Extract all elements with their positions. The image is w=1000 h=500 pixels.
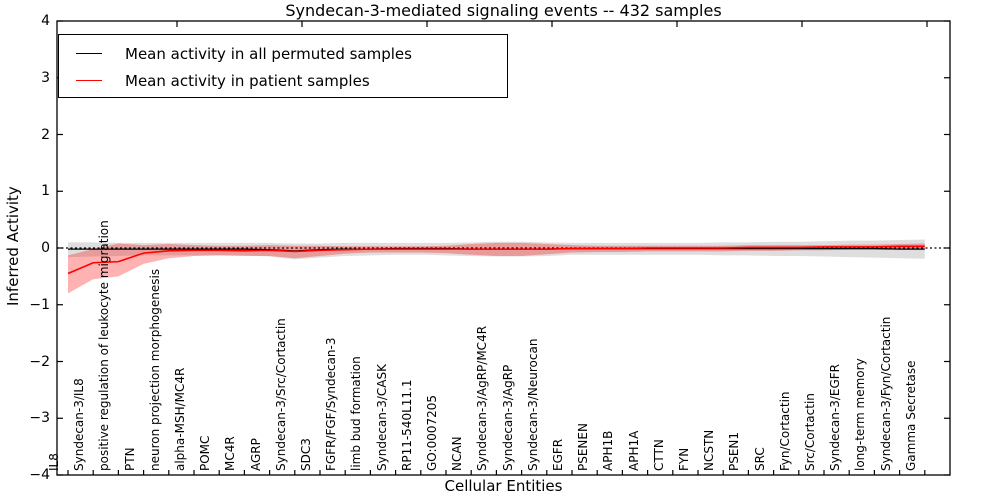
legend-line-patient: [76, 80, 102, 81]
y-tick-label: −2: [29, 353, 50, 370]
x-tick-label: NCAN: [450, 436, 465, 471]
x-tick-label: neuron projection morphogenesis: [147, 268, 162, 471]
x-tick-label: alpha-MSH/MC4R: [173, 367, 187, 471]
x-tick-label: Fyn/Cortactin: [777, 391, 792, 471]
y-tick-label: −4: [29, 467, 50, 483]
legend-entry-patient: Mean activity in patient samples: [59, 67, 507, 94]
legend-label-permuted: Mean activity in all permuted samples: [125, 44, 412, 63]
x-tick-label: long-term memory: [853, 358, 868, 471]
x-tick-label: Syndecan-3/AgRP/MC4R: [475, 325, 490, 471]
x-tick-label: Syndecan-3/CASK: [374, 364, 389, 471]
legend: Mean activity in all permuted samples Me…: [58, 34, 508, 98]
y-tick-label: −1: [29, 296, 50, 313]
x-tick-label: EGFR: [551, 438, 565, 471]
legend-line-permuted: [76, 53, 102, 54]
x-tick-label: PSENEN: [576, 423, 591, 471]
x-tick-label: Syndecan-3/Fyn/Cortactin: [878, 316, 893, 471]
x-tick-label: APH1B: [601, 430, 616, 471]
y-tick-label: 2: [41, 126, 50, 143]
x-tick-label: limb bud formation: [349, 356, 364, 471]
x-tick-label: MC4R: [223, 436, 238, 471]
x-tick-label: Syndecan-3/Src/Cortactin: [273, 318, 288, 471]
patient-mean-line: [67, 245, 925, 275]
x-tick-label: Syndecan-3/AgRP: [500, 364, 515, 471]
x-tick-label: POMC: [198, 435, 213, 471]
x-tick-label: Src/Cortactin: [803, 393, 817, 471]
x-tick-label: Syndecan-3/EGFR: [828, 363, 843, 471]
x-tick-label: Syndecan-3/Neurocan: [525, 338, 540, 471]
x-tick-label: NCSTN: [702, 429, 717, 471]
x-tick-label: PTN: [122, 447, 137, 471]
legend-entry-permuted: Mean activity in all permuted samples: [59, 40, 507, 67]
x-tick-label: RP11-540L11.1: [399, 379, 414, 471]
x-tick-label: positive regulation of leukocyte migrati…: [97, 220, 112, 471]
x-tick-label: SDC3: [299, 438, 313, 471]
y-tick-label: −3: [29, 410, 50, 427]
x-axis-label: Cellular Entities: [444, 477, 563, 495]
x-tick-label: SRC: [752, 447, 767, 471]
x-tick-label: Syndecan-3/IL8: [72, 378, 87, 471]
y-tick-label: 0: [41, 240, 50, 256]
x-tick-label: PSEN1: [727, 431, 742, 471]
y-tick-label: 3: [41, 69, 50, 86]
y-tick-label: 1: [41, 183, 50, 200]
x-tick-label: APH1A: [626, 430, 641, 471]
x-tick-label: IL8: [47, 453, 61, 471]
x-tick-label: GO:0007205: [425, 394, 439, 471]
x-tick-label: AGRP: [248, 438, 263, 471]
x-tick-label: FYN: [677, 447, 691, 471]
legend-label-patient: Mean activity in patient samples: [125, 71, 370, 90]
x-tick-label: Gamma Secretase: [903, 360, 918, 471]
chart-title: Syndecan-3-mediated signaling events -- …: [285, 1, 722, 20]
y-tick-label: 4: [41, 13, 50, 29]
patient-band: [68, 242, 925, 294]
x-tick-label: CTTN: [651, 439, 666, 471]
x-tick-label: FGFR/FGF/Syndecan-3: [324, 337, 339, 471]
